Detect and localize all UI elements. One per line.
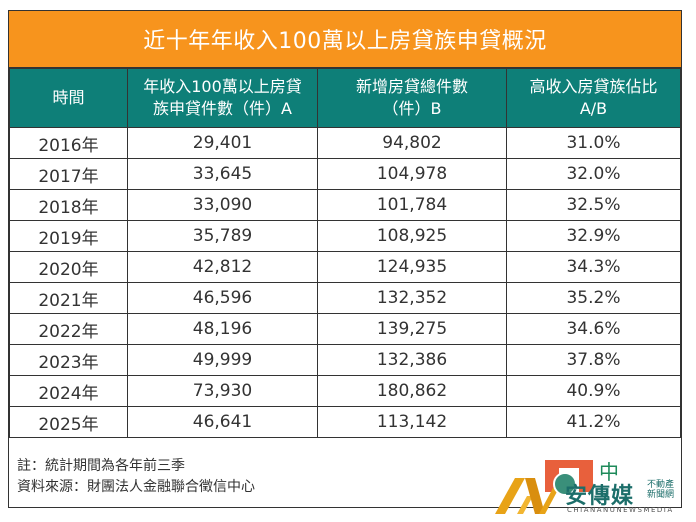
table-row: 2021年 46,596 132,352 35.2% [9, 282, 681, 314]
cell-b: 104,978 [317, 158, 507, 190]
logo-brand-sub: 不動產 新聞網 [647, 480, 675, 500]
header-total-new-mortgages: 新增房貸總件數 （件）B [317, 68, 507, 128]
cell-b: 113,142 [317, 406, 507, 438]
table-row: 2025年 46,641 113,142 41.2% [9, 406, 681, 438]
table-row: 2020年 42,812 124,935 34.3% [9, 251, 681, 283]
cell-b: 132,352 [317, 282, 507, 314]
table-row: 2016年 29,401 94,802 31.0% [9, 127, 681, 159]
cell-ratio: 32.9% [506, 220, 681, 252]
table-title: 近十年年收入100萬以上房貸族申貸概況 [9, 11, 681, 68]
cell-year: 2021年 [9, 282, 128, 314]
cell-year: 2016年 [9, 127, 128, 159]
cell-a: 73,930 [127, 375, 318, 407]
cell-year: 2020年 [9, 251, 128, 283]
cell-year: 2025年 [9, 406, 128, 438]
cell-ratio: 41.2% [506, 406, 681, 438]
cell-year: 2018年 [9, 189, 128, 221]
cell-b: 101,784 [317, 189, 507, 221]
cell-ratio: 34.6% [506, 313, 681, 345]
logo-tagline: CHIANANUNEWSMEDIA [567, 506, 674, 514]
note-text: 註：統計期間為各年前三季 [17, 458, 185, 474]
cell-year: 2017年 [9, 158, 128, 190]
logo-av-mark-icon [495, 478, 559, 514]
cell-a: 48,196 [127, 313, 318, 345]
cell-a: 33,645 [127, 158, 318, 190]
cell-ratio: 32.5% [506, 189, 681, 221]
header-ratio: 高收入房貸族佔比 A/B [506, 68, 681, 128]
cell-ratio: 31.0% [506, 127, 681, 159]
footnotes: 註：統計期間為各年前三季 資料來源：財團法人金融聯合徵信中心 [17, 456, 255, 498]
cell-b: 139,275 [317, 313, 507, 345]
header-row: 時間 年收入100萬以上房貸 族申貸件數（件）A 新增房貸總件數 （件）B 高收… [9, 68, 681, 128]
cell-a: 46,641 [127, 406, 318, 438]
cell-a: 35,789 [127, 220, 318, 252]
table-row: 2019年 35,789 108,925 32.9% [9, 220, 681, 252]
cell-a: 42,812 [127, 251, 318, 283]
logo-brand-name: 安傳媒 [565, 484, 635, 509]
table-row: 2023年 49,999 132,386 37.8% [9, 344, 681, 376]
cell-b: 180,862 [317, 375, 507, 407]
cell-a: 49,999 [127, 344, 318, 376]
logo-globe-icon [553, 472, 577, 496]
cell-a: 29,401 [127, 127, 318, 159]
table-frame: 近十年年收入100萬以上房貸族申貸概況 時間 年收入100萬以上房貸 族申貸件數… [8, 10, 682, 514]
loan-statistics-table: 時間 年收入100萬以上房貸 族申貸件數（件）A 新增房貸總件數 （件）B 高收… [9, 68, 681, 438]
table-row: 2018年 33,090 101,784 32.5% [9, 189, 681, 221]
cell-b: 94,802 [317, 127, 507, 159]
cell-ratio: 37.8% [506, 344, 681, 376]
cell-b: 124,935 [317, 251, 507, 283]
cell-a: 46,596 [127, 282, 318, 314]
cell-ratio: 40.9% [506, 375, 681, 407]
header-time: 時間 [9, 68, 128, 128]
source-text: 資料來源：財團法人金融聯合徵信中心 [17, 479, 255, 495]
cell-b: 132,386 [317, 344, 507, 376]
table-row: 2022年 48,196 139,275 34.6% [9, 313, 681, 345]
cell-year: 2023年 [9, 344, 128, 376]
header-high-income-applications: 年收入100萬以上房貸 族申貸件數（件）A [127, 68, 318, 128]
cell-ratio: 32.0% [506, 158, 681, 190]
table-row: 2017年 33,645 104,978 32.0% [9, 158, 681, 190]
cell-year: 2019年 [9, 220, 128, 252]
table-row: 2024年 73,930 180,862 40.9% [9, 375, 681, 407]
cell-a: 33,090 [127, 189, 318, 221]
cell-ratio: 35.2% [506, 282, 681, 314]
logo-zhong-char: 中 [599, 460, 619, 484]
cell-year: 2024年 [9, 375, 128, 407]
cell-ratio: 34.3% [506, 251, 681, 283]
cell-year: 2022年 [9, 313, 128, 345]
publisher-logo: 中 安傳媒 不動產 新聞網 CHIANANUNEWSMEDIA [491, 458, 691, 518]
cell-b: 108,925 [317, 220, 507, 252]
